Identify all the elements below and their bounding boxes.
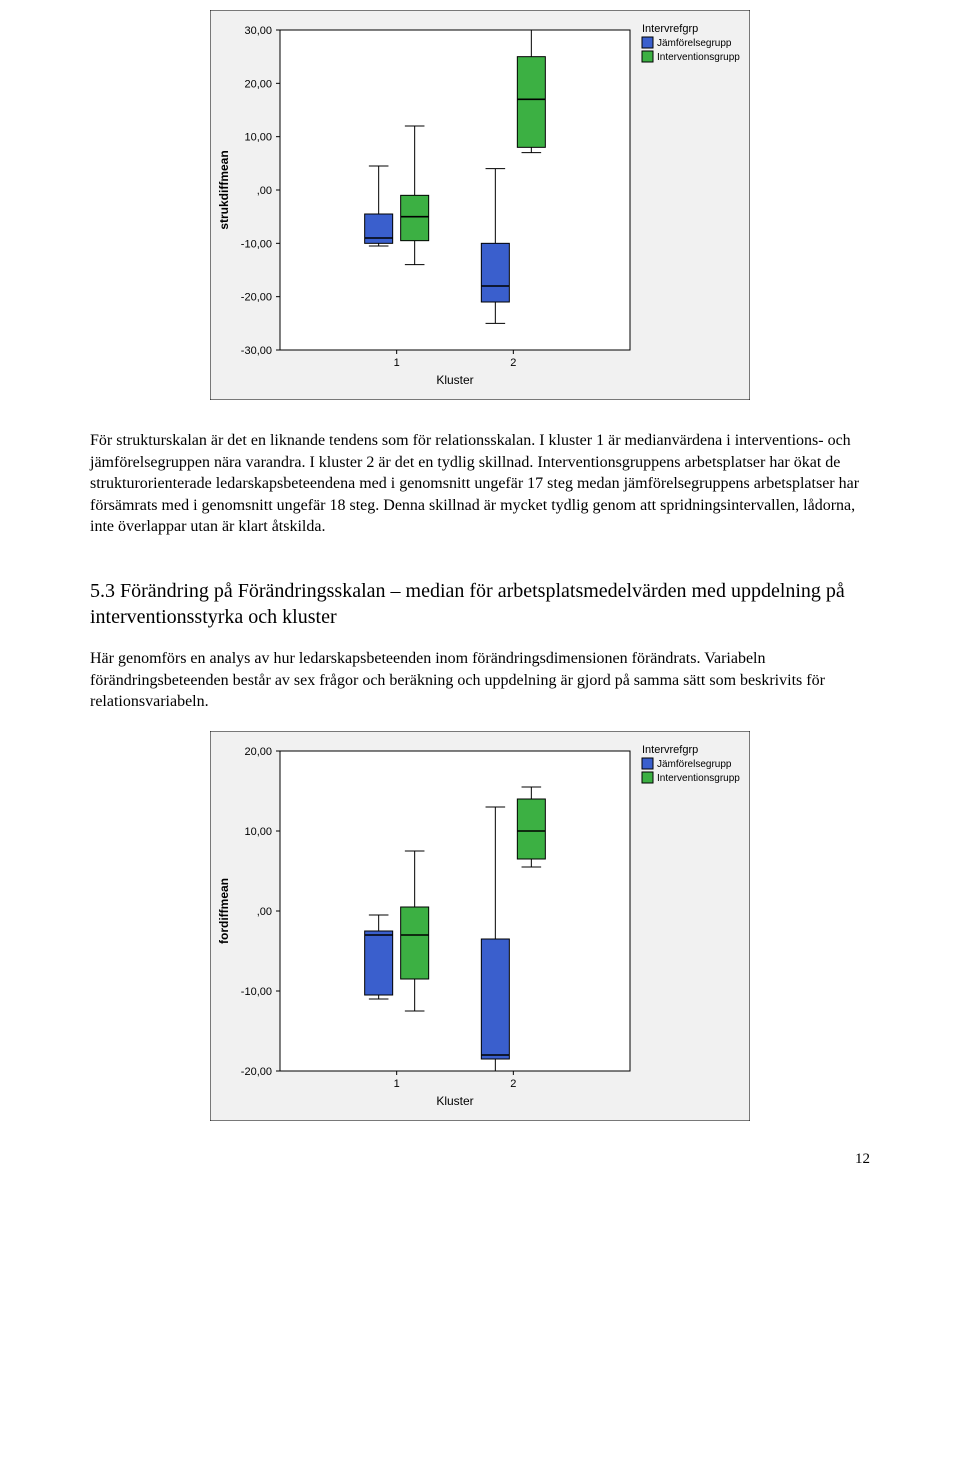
svg-text:30,00: 30,00 <box>244 25 272 37</box>
svg-text:,00: ,00 <box>257 906 272 918</box>
svg-text:,00: ,00 <box>257 185 272 197</box>
section-heading: 5.3 Förändring på Förändringsskalan – me… <box>90 578 870 630</box>
svg-text:10,00: 10,00 <box>244 826 272 838</box>
page-number: 12 <box>90 1151 870 1168</box>
svg-text:20,00: 20,00 <box>244 78 272 90</box>
boxplot-chart-2: -20,00 -10,00 ,00 10,00 20,00 fordiffmean 1 2 Kl… <box>90 731 870 1121</box>
paragraph-1: För strukturskalan är det en liknande te… <box>90 430 870 538</box>
svg-text:10,00: 10,00 <box>244 132 272 144</box>
svg-text:Kluster: Kluster <box>436 1094 473 1108</box>
paragraph-2: Här genomförs en analys av hur ledarskap… <box>90 648 870 713</box>
svg-text:Intervrefgrp: Intervrefgrp <box>642 744 698 756</box>
svg-text:-20,00: -20,00 <box>241 292 272 304</box>
svg-text:fordiffmean: fordiffmean <box>217 878 231 944</box>
svg-text:2: 2 <box>510 357 516 369</box>
svg-text:20,00: 20,00 <box>244 746 272 758</box>
svg-text:-30,00: -30,00 <box>241 345 272 357</box>
svg-text:Jämförelsegrupp: Jämförelsegrupp <box>657 38 732 49</box>
svg-text:-10,00: -10,00 <box>241 238 272 250</box>
boxplot-chart-1: -30,00 -20,00 -10,00 ,00 10,00 20,00 30,00 stru… <box>90 10 870 400</box>
svg-text:2: 2 <box>510 1078 516 1090</box>
svg-text:strukdiffmean: strukdiffmean <box>217 150 231 229</box>
svg-text:Jämförelsegrupp: Jämförelsegrupp <box>657 759 732 770</box>
svg-text:Interventionsgrupp: Interventionsgrupp <box>657 773 740 784</box>
svg-text:Intervrefgrp: Intervrefgrp <box>642 23 698 35</box>
svg-text:Kluster: Kluster <box>436 373 473 387</box>
svg-text:-10,00: -10,00 <box>241 986 272 998</box>
svg-text:Interventionsgrupp: Interventionsgrupp <box>657 52 740 63</box>
svg-text:1: 1 <box>394 1078 400 1090</box>
svg-text:1: 1 <box>394 357 400 369</box>
svg-text:-20,00: -20,00 <box>241 1066 272 1078</box>
